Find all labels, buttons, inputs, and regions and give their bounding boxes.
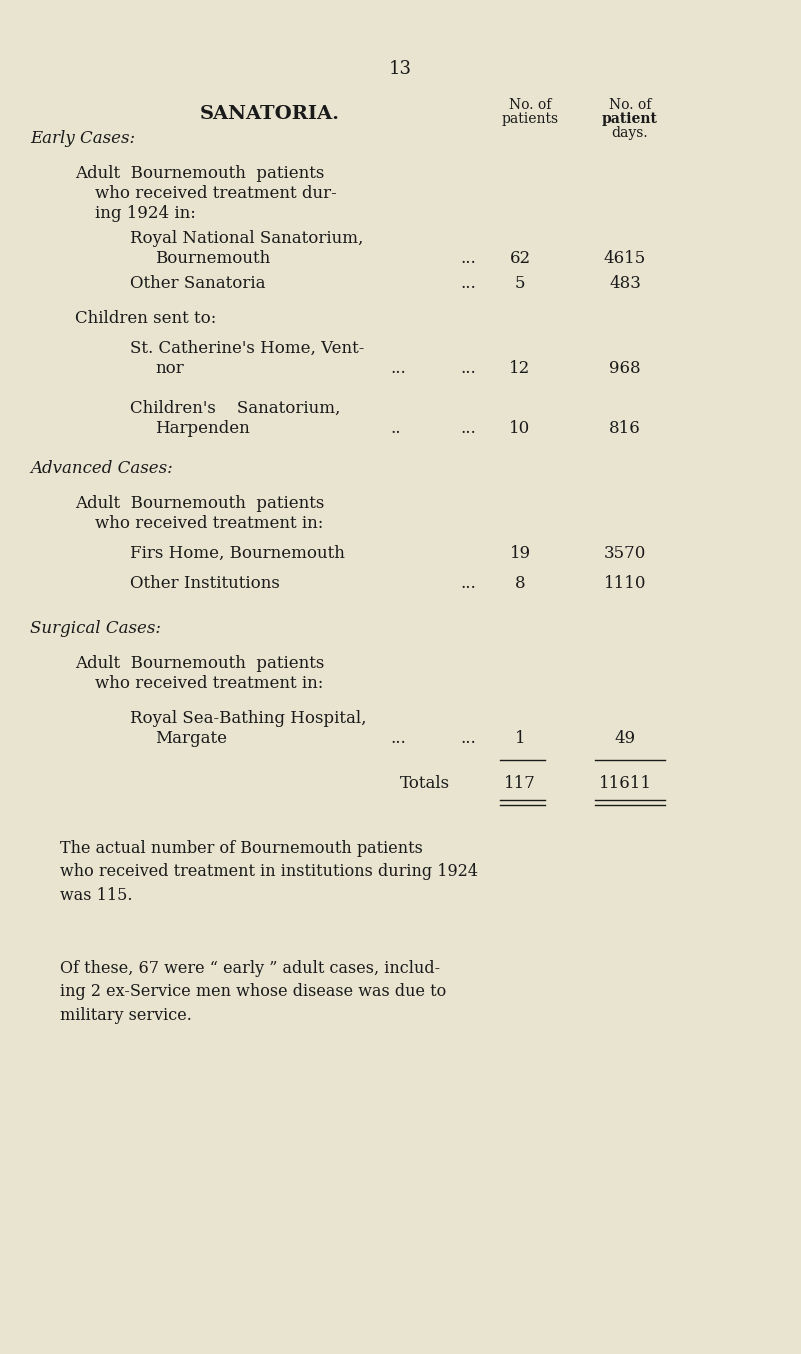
Text: 8: 8 (515, 575, 525, 592)
Text: 816: 816 (609, 420, 641, 437)
Text: 49: 49 (614, 730, 635, 747)
Text: Children sent to:: Children sent to: (75, 310, 216, 328)
Text: The actual number of Bournemouth patients
who received treatment in institutions: The actual number of Bournemouth patient… (60, 839, 478, 904)
Text: 19: 19 (509, 546, 530, 562)
Text: ..: .. (390, 420, 400, 437)
Text: 1: 1 (515, 730, 525, 747)
Text: ...: ... (390, 730, 406, 747)
Text: 3570: 3570 (604, 546, 646, 562)
Text: Of these, 67 were “ early ” adult cases, includ-
ing 2 ex-Service men whose dise: Of these, 67 were “ early ” adult cases,… (60, 960, 446, 1024)
Text: ing 1924 in:: ing 1924 in: (95, 204, 196, 222)
Text: 1110: 1110 (604, 575, 646, 592)
Text: 483: 483 (609, 275, 641, 292)
Text: ...: ... (460, 420, 476, 437)
Text: Surgical Cases:: Surgical Cases: (30, 620, 161, 636)
Text: 968: 968 (610, 360, 641, 376)
Text: Other Institutions: Other Institutions (130, 575, 280, 592)
Text: Adult  Bournemouth  patients: Adult Bournemouth patients (75, 655, 324, 672)
Text: ...: ... (460, 250, 476, 267)
Text: who received treatment in:: who received treatment in: (95, 515, 324, 532)
Text: ...: ... (460, 360, 476, 376)
Text: ...: ... (460, 275, 476, 292)
Text: 5: 5 (515, 275, 525, 292)
Text: ...: ... (460, 730, 476, 747)
Text: 10: 10 (509, 420, 530, 437)
Text: days.: days. (612, 126, 648, 139)
Text: ...: ... (460, 575, 476, 592)
Text: 11611: 11611 (598, 774, 651, 792)
Text: 12: 12 (509, 360, 530, 376)
Text: Firs Home, Bournemouth: Firs Home, Bournemouth (130, 546, 345, 562)
Text: patients: patients (501, 112, 558, 126)
Text: Harpenden: Harpenden (155, 420, 250, 437)
Text: Royal National Sanatorium,: Royal National Sanatorium, (130, 230, 364, 246)
Text: Early Cases:: Early Cases: (30, 130, 135, 148)
Text: No. of: No. of (509, 97, 551, 112)
Text: Margate: Margate (155, 730, 227, 747)
Text: who received treatment dur-: who received treatment dur- (95, 185, 336, 202)
Text: 117: 117 (504, 774, 536, 792)
Text: Totals: Totals (400, 774, 450, 792)
Text: who received treatment in:: who received treatment in: (95, 676, 324, 692)
Text: nor: nor (155, 360, 183, 376)
Text: Adult  Bournemouth  patients: Adult Bournemouth patients (75, 165, 324, 181)
Text: Children's    Sanatorium,: Children's Sanatorium, (130, 399, 340, 417)
Text: SANATORIA.: SANATORIA. (200, 106, 340, 123)
Text: Other Sanatoria: Other Sanatoria (130, 275, 265, 292)
Text: No. of: No. of (609, 97, 651, 112)
Text: 13: 13 (388, 60, 412, 79)
Text: 62: 62 (509, 250, 530, 267)
Text: Adult  Bournemouth  patients: Adult Bournemouth patients (75, 496, 324, 512)
Text: ...: ... (390, 360, 406, 376)
Text: Advanced Cases:: Advanced Cases: (30, 460, 173, 477)
Text: St. Catherine's Home, Vent-: St. Catherine's Home, Vent- (130, 340, 364, 357)
Text: patient: patient (602, 112, 658, 126)
Text: Bournemouth: Bournemouth (155, 250, 270, 267)
Text: Royal Sea-Bathing Hospital,: Royal Sea-Bathing Hospital, (130, 709, 367, 727)
Text: 4615: 4615 (604, 250, 646, 267)
